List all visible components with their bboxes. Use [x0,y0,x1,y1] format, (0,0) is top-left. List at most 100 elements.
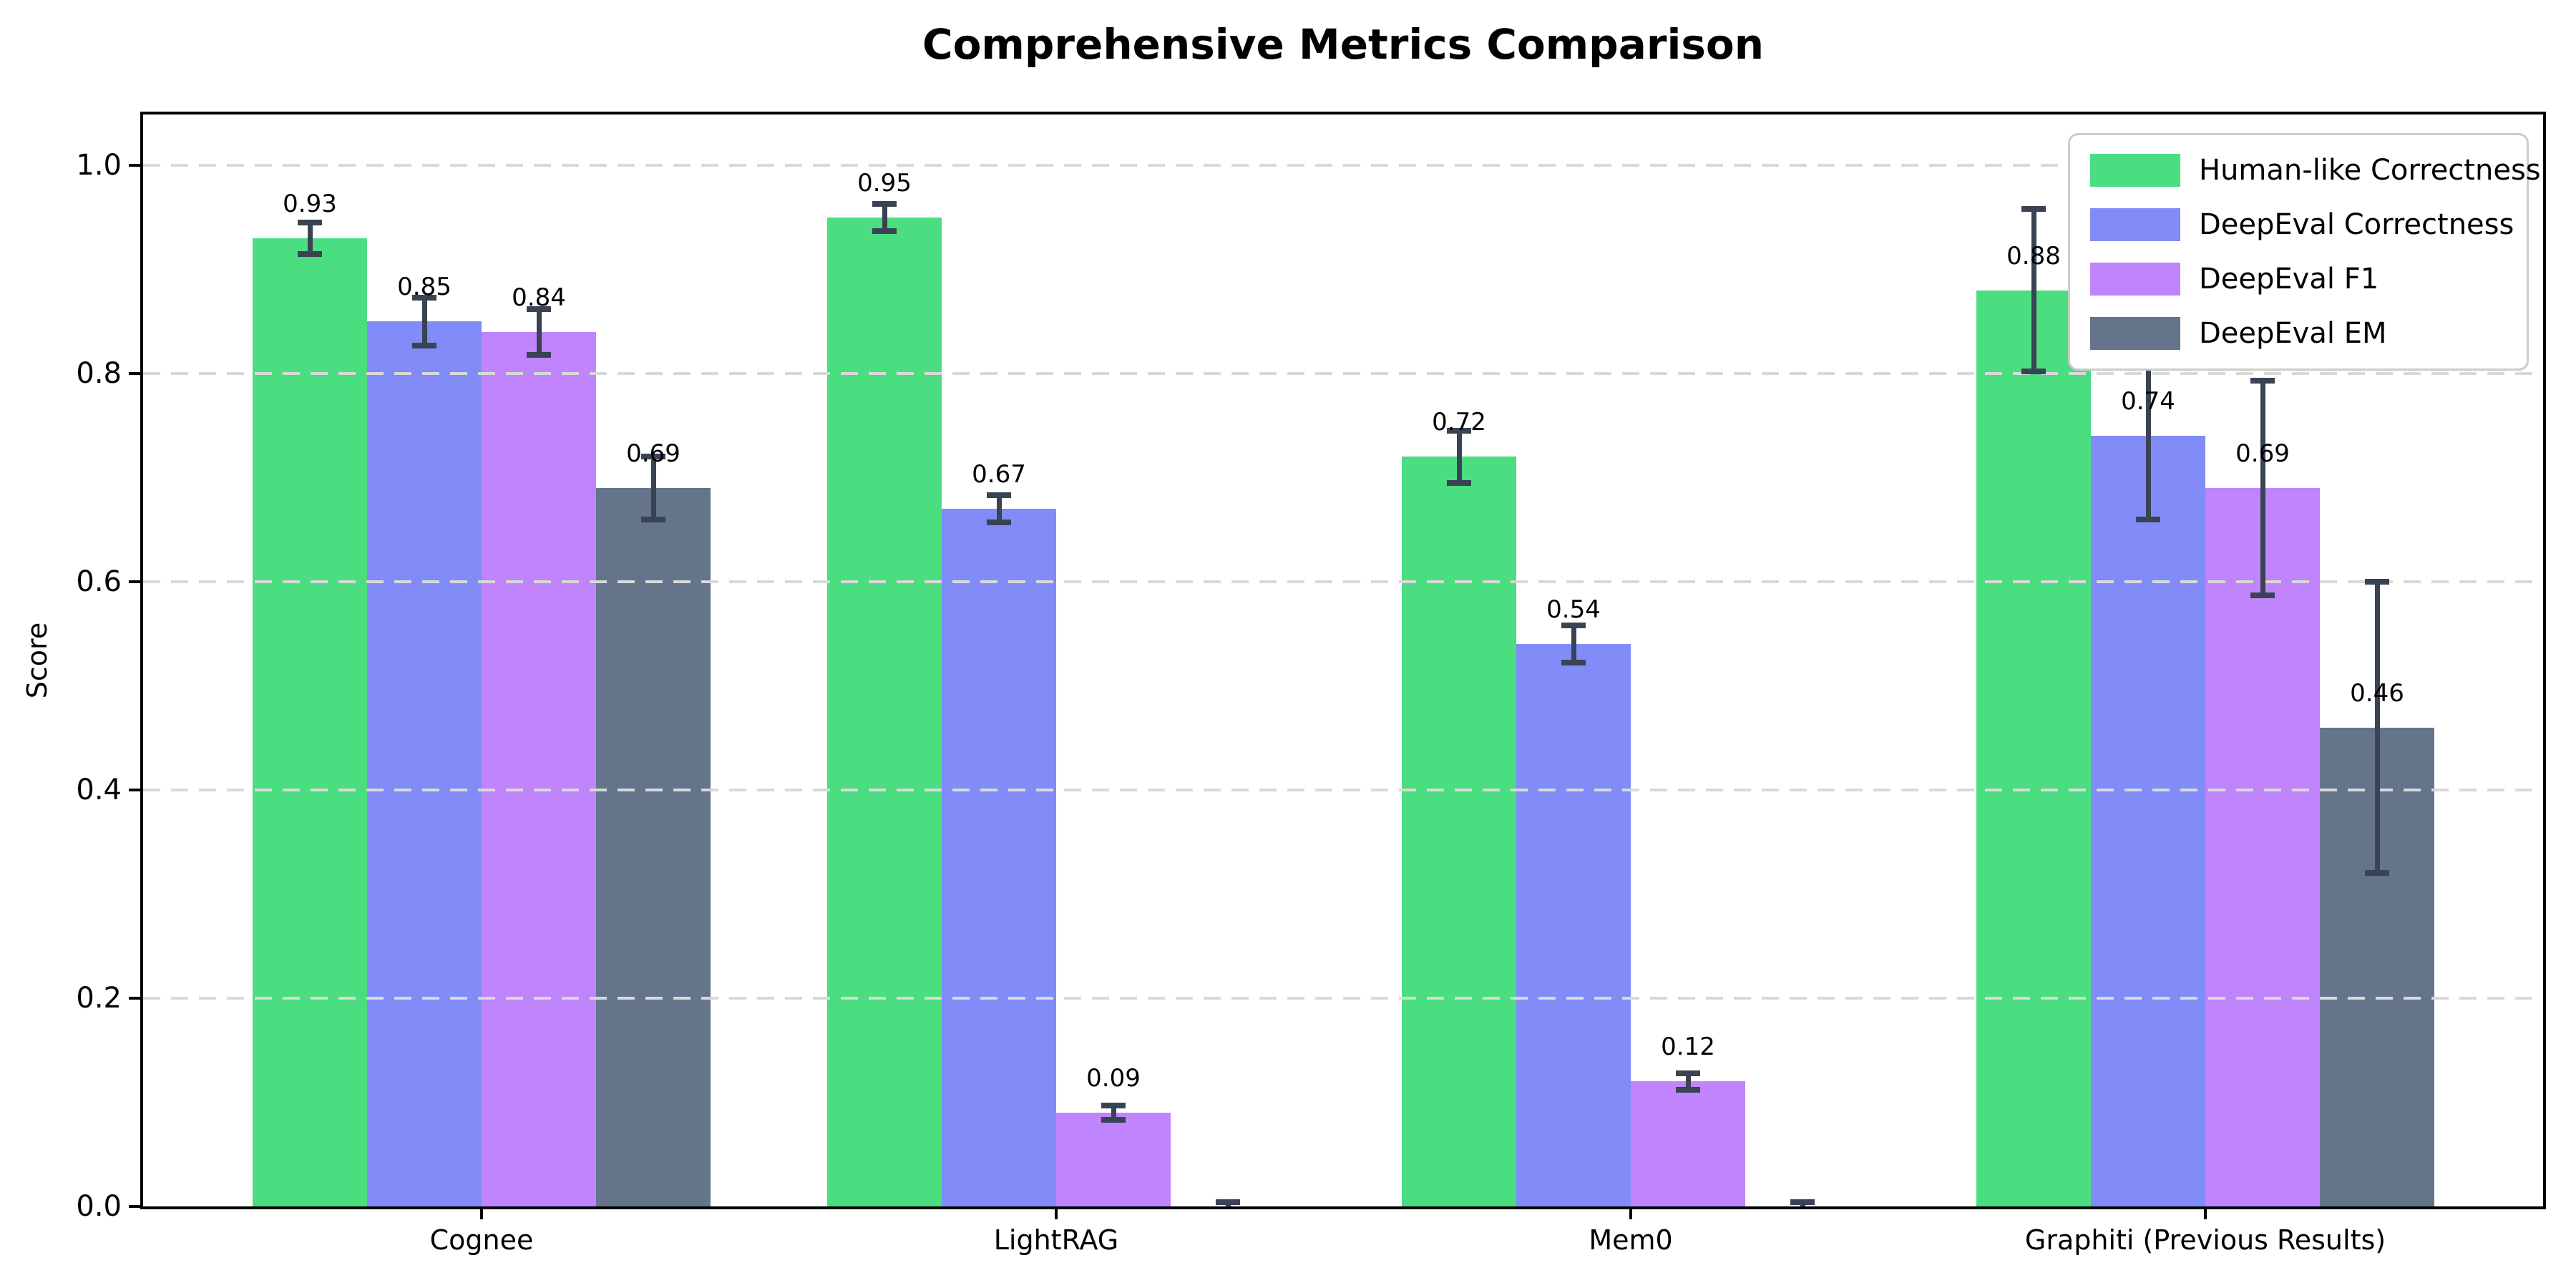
legend-label: Human-like Correctness [2199,154,2541,187]
gridline [143,164,2543,167]
y-tick-label: 0.6 [76,565,122,598]
legend-row: DeepEval EM [2090,317,2507,350]
y-tick-label: 0.0 [76,1190,122,1223]
y-axis-tick [129,789,143,791]
x-axis-tick [1055,1206,1058,1219]
bar [1516,644,1631,1206]
error-bar-cap-bottom [1676,1087,1700,1093]
error-bar-line [1111,1105,1116,1121]
legend-swatch [2090,154,2180,187]
error-bar-line [2260,381,2265,595]
x-tick-label: Graphiti (Previous Results) [2024,1224,2386,1256]
bar-value-label: 0.12 [1661,1033,1715,1062]
error-bar-cap-bottom [1447,479,1471,486]
bar-value-label: 0.84 [512,283,566,312]
error-bar-cap-top [298,220,322,226]
error-bar-cap-bottom [872,228,897,234]
bar [942,509,1056,1206]
error-bar-line [2145,352,2151,519]
error-bar-cap-bottom [412,342,436,348]
legend-row: Human-like Correctness [2090,154,2541,187]
error-bar-cap-top [1447,428,1471,434]
legend-label: DeepEval EM [2199,317,2387,350]
bar-value-label: 0.69 [626,439,680,469]
y-axis-tick [129,372,143,375]
y-axis-tick [129,997,143,1000]
bar [2205,488,2320,1206]
error-bar-cap-top [1216,1199,1240,1206]
bar-value-label: 0.69 [2235,439,2290,469]
bar-value-label: 0.85 [397,273,452,302]
error-bar-line [307,223,313,254]
error-bar-cap-bottom [987,519,1011,526]
error-bar-cap-top [2250,378,2275,384]
bar-value-label: 0.46 [2350,678,2404,708]
bar-value-label: 0.93 [283,189,337,218]
error-bar-cap-bottom [1561,660,1586,666]
error-bar-line [1685,1073,1691,1091]
error-bar-cap-bottom [298,250,322,257]
error-bar-line [421,297,427,346]
legend-label: DeepEval F1 [2199,263,2379,296]
bar [1631,1081,1745,1206]
legend-swatch [2090,208,2180,241]
bar-value-label: 0.95 [857,168,912,197]
y-axis-tick [129,164,143,167]
legend-row: DeepEval Correctness [2090,208,2514,241]
bar [596,488,711,1206]
x-axis-tick [1629,1206,1632,1219]
error-bar-cap-bottom [2365,870,2389,877]
legend-swatch [2090,263,2180,296]
error-bar-cap-top [2021,206,2046,213]
chart-title: Comprehensive Metrics Comparison [922,20,1764,69]
y-axis-label: Score [21,622,53,699]
error-bar-cap-top [527,306,551,312]
error-bar-line [1571,625,1576,663]
error-bar-line [996,495,1002,523]
y-tick-label: 0.8 [76,357,122,390]
bar-value-label: 0.67 [972,460,1026,489]
error-bar-line [650,457,656,519]
gridline [143,789,2543,791]
error-bar-cap-bottom [641,516,665,522]
bar [367,321,482,1206]
y-tick-label: 1.0 [76,149,122,182]
gridline [143,997,2543,1000]
bar [2091,436,2205,1206]
y-tick-label: 0.4 [76,774,122,806]
x-tick-label: Cognee [429,1224,534,1256]
bar [1976,290,2091,1206]
error-bar-line [2031,209,2036,372]
error-bar-line [1456,431,1462,483]
bar [1056,1113,1171,1206]
error-bar-cap-bottom [2021,369,2046,375]
x-tick-label: Mem0 [1589,1224,1673,1256]
y-tick-label: 0.2 [76,982,122,1015]
legend-label: DeepEval Correctness [2199,208,2514,241]
error-bar-cap-bottom [2250,592,2275,598]
bar-value-label: 0.88 [2006,241,2061,270]
error-bar-cap-top [412,294,436,301]
legend: Human-like Correctness DeepEval Correctne… [2068,133,2541,371]
bar [1402,457,1516,1206]
x-tick-label: LightRAG [993,1224,1119,1256]
error-bar-line [882,203,887,231]
error-bar-cap-top [1561,623,1586,629]
x-axis-tick [2204,1206,2207,1219]
error-bar-cap-bottom [2136,516,2160,522]
bar-value-label: 0.72 [1432,408,1486,437]
error-bar-cap-top [987,492,1011,499]
bar [482,331,596,1206]
y-axis-tick [129,580,143,583]
error-bar-cap-bottom [1101,1117,1126,1123]
error-bar-cap-top [1101,1102,1126,1108]
error-bar-cap-top [872,200,897,207]
error-bar-cap-top [1790,1199,1815,1206]
legend-row: DeepEval F1 [2090,263,2507,296]
bar [253,238,367,1206]
error-bar-cap-top [2365,579,2389,585]
gridline [143,580,2543,583]
x-axis-tick [480,1206,483,1219]
gridline [143,372,2543,375]
